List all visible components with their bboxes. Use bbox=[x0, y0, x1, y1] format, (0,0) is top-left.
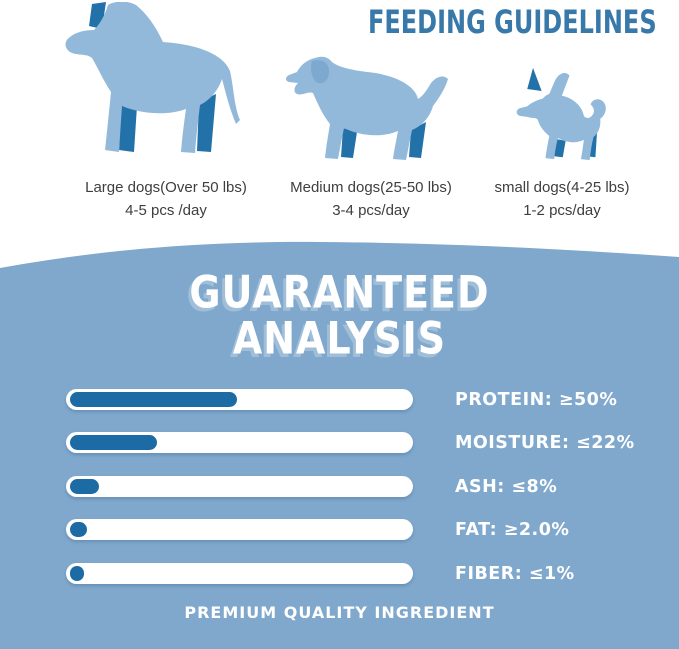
small-dog-amount: 1-2 pcs/day bbox=[523, 202, 601, 219]
analysis-row-moisture: MOISTURE: ≤22% bbox=[66, 432, 679, 453]
guaranteed-analysis-section bbox=[0, 270, 679, 649]
ash-label: ASH: ≤8% bbox=[455, 477, 558, 497]
fat-bar-fill bbox=[70, 522, 88, 537]
small-dog-far-front-leg bbox=[554, 138, 566, 158]
wave-path bbox=[0, 241, 679, 272]
medium-dog-amount: 3-4 pcs/day bbox=[332, 202, 410, 219]
small-dog-size-label: small dogs(4-25 lbs) bbox=[494, 179, 630, 196]
medium-dog-far-front-leg bbox=[341, 128, 357, 158]
medium-dog-body bbox=[286, 56, 448, 160]
large-dog-illustration bbox=[65, 2, 240, 153]
large-dog-far-front-leg bbox=[119, 102, 137, 152]
moisture-bar-track bbox=[66, 432, 413, 453]
large-dog-body bbox=[65, 2, 240, 153]
fat-bar-track bbox=[66, 519, 413, 540]
fiber-label: FIBER: ≤1% bbox=[455, 564, 575, 584]
protein-bar-track bbox=[66, 389, 413, 410]
fiber-bar-fill bbox=[70, 566, 84, 581]
small-dog-body bbox=[516, 72, 606, 161]
medium-dog-far-rear-leg bbox=[409, 122, 426, 158]
analysis-row-ash: ASH: ≤8% bbox=[66, 476, 679, 497]
moisture-label: MOISTURE: ≤22% bbox=[455, 433, 635, 453]
small-dog-ear-accent bbox=[527, 67, 542, 91]
ash-bar-fill bbox=[70, 479, 100, 494]
medium-dog-ear bbox=[311, 60, 330, 84]
fiber-bar-track bbox=[66, 563, 413, 584]
medium-dog-size-label: Medium dogs(25-50 lbs) bbox=[290, 179, 452, 196]
analysis-row-fat: FAT: ≥2.0% bbox=[66, 519, 679, 540]
fat-label: FAT: ≥2.0% bbox=[455, 520, 570, 540]
premium-quality-tagline: PREMIUM QUALITY INGREDIENT bbox=[184, 603, 495, 622]
medium-dog-caption: Medium dogs(25-50 lbs) 3-4 pcs/day bbox=[266, 176, 476, 222]
small-dog-caption: small dogs(4-25 lbs) 1-2 pcs/day bbox=[462, 176, 662, 222]
medium-dog-illustration bbox=[286, 56, 448, 160]
analysis-row-fiber: FIBER: ≤1% bbox=[66, 563, 679, 584]
large-dog-far-rear-leg bbox=[197, 94, 216, 152]
protein-bar-fill bbox=[70, 392, 237, 407]
page-title: FEEDING GUIDELINES bbox=[368, 4, 657, 41]
analysis-row-protein: PROTEIN: ≥50% bbox=[66, 389, 679, 410]
protein-label: PROTEIN: ≥50% bbox=[455, 390, 618, 410]
large-dog-size-label: Large dogs(Over 50 lbs) bbox=[85, 179, 247, 196]
large-dog-caption: Large dogs(Over 50 lbs) 4-5 pcs /day bbox=[56, 176, 276, 222]
moisture-bar-fill bbox=[70, 435, 157, 450]
analysis-title-line1: GUARANTEED bbox=[189, 266, 490, 318]
analysis-title-line2: ANALYSIS bbox=[232, 312, 447, 364]
large-dog-amount: 4-5 pcs /day bbox=[125, 202, 207, 219]
small-dog-illustration bbox=[516, 67, 606, 161]
section-wave bbox=[0, 241, 679, 272]
ash-bar-track bbox=[66, 476, 413, 497]
